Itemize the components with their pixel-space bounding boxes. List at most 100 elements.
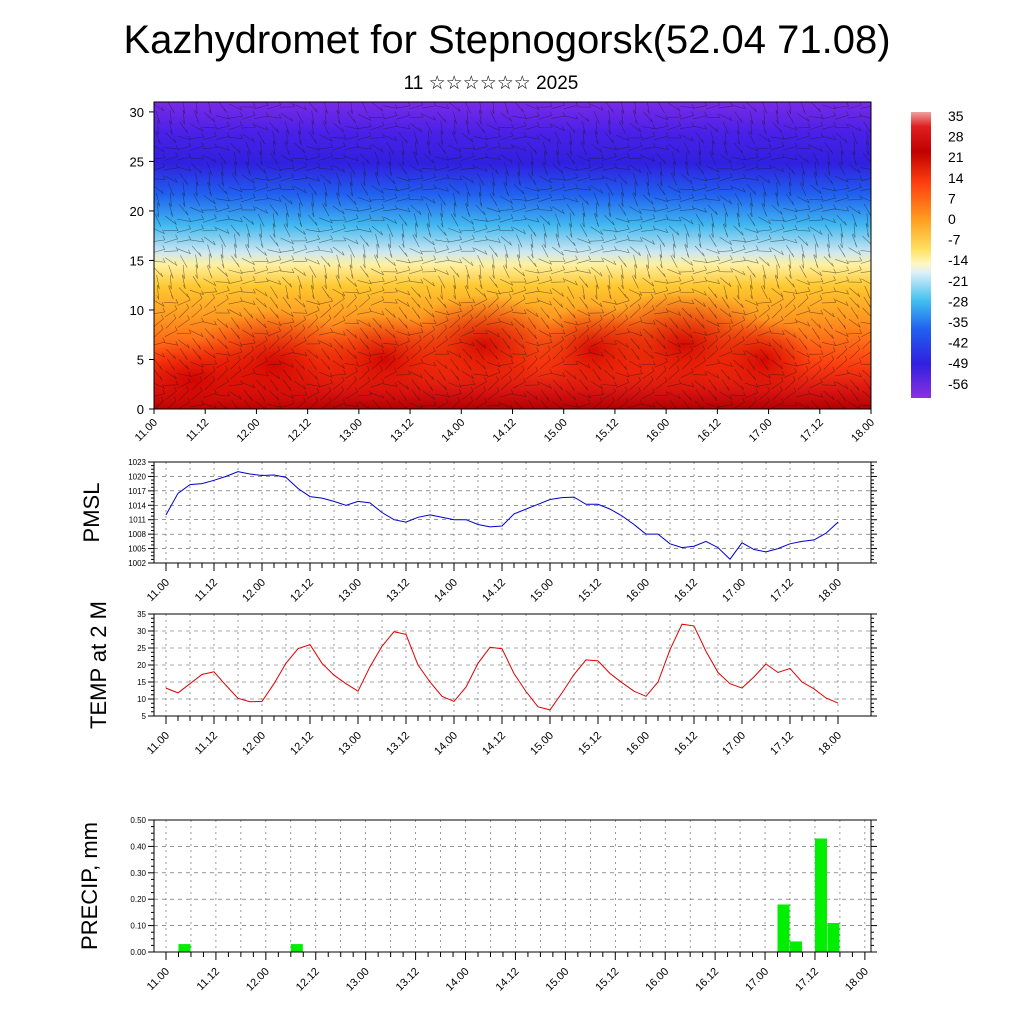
precip-x-tick-label: 11.12: [195, 966, 222, 993]
wind-barb: [267, 166, 282, 172]
wind-barb: [189, 237, 205, 243]
wind-barb: [694, 317, 705, 329]
wind-barb: [246, 233, 250, 249]
wind-barb: [698, 233, 702, 248]
wind-barb: [491, 172, 495, 187]
wind-barb: [463, 396, 473, 409]
wind-barb: [538, 381, 552, 389]
wind-barb: [733, 324, 744, 339]
wind-barb: [733, 297, 744, 308]
wind-barb: [604, 314, 615, 329]
wind-barb: [413, 151, 419, 166]
wind-barb: [423, 391, 435, 400]
wind-barb: [618, 203, 627, 217]
wind-barb: [708, 389, 718, 401]
wind-barb: [667, 185, 681, 194]
wind-barb: [589, 162, 604, 172]
wind-barb: [386, 317, 395, 330]
wind-barb: [541, 244, 549, 258]
wind-barb: [363, 244, 366, 259]
wind-barb: [350, 102, 353, 115]
wind-barb: [797, 235, 809, 247]
precip-x-tick-label: 13.00: [344, 966, 372, 994]
wind-barb: [460, 164, 476, 170]
wind-barb: [318, 143, 334, 150]
wind-barb: [750, 285, 753, 300]
wind-barb: [475, 359, 486, 370]
wind-barb: [801, 172, 804, 187]
wind-barb: [783, 224, 798, 233]
wind-barb: [823, 355, 835, 370]
wind-barb: [453, 285, 456, 300]
wind-barb: [785, 276, 795, 288]
wind-barb: [733, 142, 744, 154]
wind-barb: [452, 120, 456, 135]
wind-barb: [336, 264, 340, 279]
wind-barb: [835, 330, 849, 338]
heatmap-x-tick-label: 12.12: [286, 417, 314, 445]
wind-barb: [563, 114, 579, 120]
temp-x-tick-label: 16.12: [672, 730, 700, 758]
wind-barb: [385, 173, 396, 185]
wind-barb: [525, 347, 539, 358]
wind-barb: [383, 185, 398, 191]
wind-barb: [241, 300, 256, 306]
wind-barb: [615, 217, 630, 223]
wind-barb: [324, 192, 327, 207]
wind-barb: [784, 375, 796, 391]
wind-barb: [396, 124, 411, 130]
wind-barb: [565, 334, 577, 350]
wind-barb: [383, 275, 398, 285]
wind-barb: [216, 377, 229, 389]
heatmap-x-tick-label: 13.00: [337, 417, 365, 445]
wind-barb: [719, 325, 732, 339]
wind-barb: [348, 244, 355, 258]
wind-barb: [344, 206, 359, 212]
wind-barb: [280, 348, 295, 357]
wind-barb: [604, 369, 615, 380]
wind-barb: [333, 386, 344, 401]
wind-barb: [812, 152, 820, 165]
wind-barb: [672, 234, 676, 248]
wind-barb: [603, 258, 617, 266]
wind-barb: [206, 265, 213, 279]
precip-bar: [790, 941, 802, 952]
wind-barb: [761, 203, 768, 217]
wind-barb: [602, 145, 617, 151]
wind-barb: [195, 254, 199, 269]
wind-barb: [228, 347, 243, 357]
precip-y-tick-label: 0.10: [130, 922, 146, 931]
wind-barb: [267, 320, 282, 327]
wind-barb: [475, 204, 486, 216]
wind-barb: [423, 236, 435, 246]
wind-barb: [479, 110, 482, 125]
wind-barb: [821, 381, 837, 386]
wind-barb: [176, 152, 192, 161]
wind-barb: [770, 165, 785, 173]
wind-barb: [401, 233, 405, 248]
wind-barb: [809, 144, 823, 152]
wind-barb: [345, 367, 358, 379]
wind-barb: [473, 166, 488, 172]
wind-barb: [306, 176, 321, 182]
wind-barb: [177, 377, 191, 389]
wind-barb: [788, 254, 792, 269]
wind-barb: [319, 134, 333, 142]
wind-barb: [723, 130, 727, 146]
wind-barb: [615, 134, 630, 142]
wind-barb: [737, 120, 740, 135]
wind-barb: [681, 355, 693, 370]
wind-barb: [745, 324, 758, 339]
wind-barb: [409, 165, 423, 174]
wind-barb: [360, 183, 369, 196]
wind-barb: [434, 392, 450, 397]
wind-barb: [423, 153, 435, 164]
wind-barb: [654, 214, 669, 223]
wind-barb: [357, 214, 372, 223]
wind-barb: [555, 151, 560, 166]
wind-barb: [720, 369, 731, 381]
wind-barb: [460, 247, 476, 252]
wind-barb: [279, 185, 295, 191]
wind-barb: [269, 235, 279, 247]
wind-barb: [331, 224, 346, 233]
